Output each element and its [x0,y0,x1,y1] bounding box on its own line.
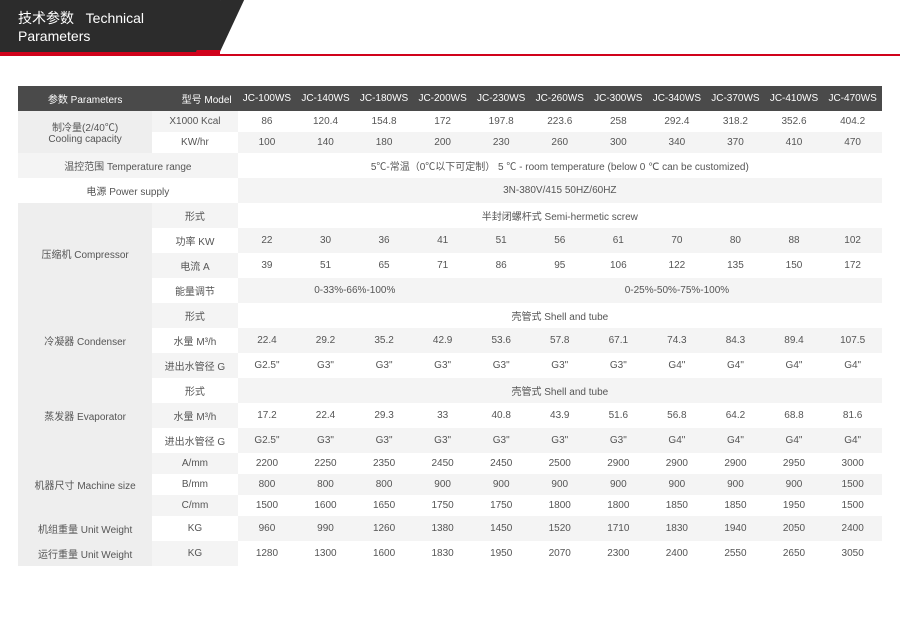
table-row: 运行重量 Unit Weight KG 12801300160018301950… [18,541,882,566]
th-model-col: JC-340WS [648,86,707,111]
th-parameters: 参数 Parameters [18,86,152,111]
pipe-g-label: 进出水管径 G [152,353,237,378]
th-model-col: JC-200WS [413,86,472,111]
table-row: 冷凝器 Condenser 形式 壳管式 Shell and tube [18,303,882,328]
table-row: 温控范围 Temperature range 5℃-常温（0℃以下可定制） 5 … [18,153,882,178]
form-label: 形式 [152,303,237,328]
th-model-col: JC-230WS [472,86,531,111]
water-m3h-label: 水量 M³/h [152,403,237,428]
temp-label: 温控范围 Temperature range [18,153,238,178]
kcal-label: X1000 Kcal [152,111,237,132]
parameters-table: 参数 Parameters 型号 Model JC-100WS JC-140WS… [18,86,882,566]
machine-size-label: 机器尺寸 Machine size [18,453,152,516]
power-kw-label: 功率 KW [152,228,237,253]
table-header-row: 参数 Parameters 型号 Model JC-100WS JC-140WS… [18,86,882,111]
table-row: 机组重量 Unit Weight KG 96099012601380145015… [18,516,882,541]
table-row: 电源 Power supply 3N-380V/415 50HZ/60HZ [18,178,882,203]
table-row: 制冷量(2/40℃) Cooling capacity X1000 Kcal 8… [18,111,882,132]
c-mm-label: C/mm [152,495,237,516]
th-model-col: JC-370WS [706,86,765,111]
temp-value: 5℃-常温（0℃以下可定制） 5 ℃ - room temperature (b… [238,153,882,178]
energy-adj-label: 能量调节 [152,278,237,303]
b-mm-label: B/mm [152,474,237,495]
condenser-form: 壳管式 Shell and tube [238,303,882,328]
header-title-cn: 技术参数 [18,10,74,26]
energy-b: 0-25%-50%-75%-100% [472,278,882,303]
table-row: 蒸发器 Evaporator 形式 壳管式 Shell and tube [18,378,882,403]
th-model-col: JC-470WS [823,86,882,111]
th-model-col: JC-410WS [765,86,824,111]
evaporator-label: 蒸发器 Evaporator [18,378,152,453]
th-model-col: JC-100WS [238,86,297,111]
pipe-g-label: 进出水管径 G [152,428,237,453]
compressor-label: 压缩机 Compressor [18,203,152,303]
a-mm-label: A/mm [152,453,237,474]
unit-weight-set-label: 机组重量 Unit Weight [18,516,152,541]
th-model-col: JC-260WS [530,86,589,111]
current-a-label: 电流 A [152,253,237,278]
th-model-col: JC-180WS [355,86,414,111]
power-label: 电源 Power supply [18,178,238,203]
th-model-col: JC-140WS [296,86,355,111]
kwhr-label: KW/hr [152,132,237,153]
compressor-form: 半封闭螺杆式 Semi-hermetic screw [238,203,882,228]
section-header: 技术参数 Technical Parameters [0,0,220,54]
table-row: 机器尺寸 Machine size A/mm 22002250235024502… [18,453,882,474]
unit-weight-op-label: 运行重量 Unit Weight [18,541,152,566]
form-label: 形式 [152,378,237,403]
form-label: 形式 [152,203,237,228]
th-model-col: JC-300WS [589,86,648,111]
water-m3h-label: 水量 M³/h [152,328,237,353]
th-model: 型号 Model [152,86,237,111]
table-row: 压缩机 Compressor 形式 半封闭螺杆式 Semi-hermetic s… [18,203,882,228]
energy-a: 0-33%-66%-100% [238,278,472,303]
kg-label: KG [152,541,237,566]
power-value: 3N-380V/415 50HZ/60HZ [238,178,882,203]
kg-label: KG [152,516,237,541]
cooling-label: 制冷量(2/40℃) Cooling capacity [18,111,152,153]
condenser-label: 冷凝器 Condenser [18,303,152,378]
evaporator-form: 壳管式 Shell and tube [238,378,882,403]
